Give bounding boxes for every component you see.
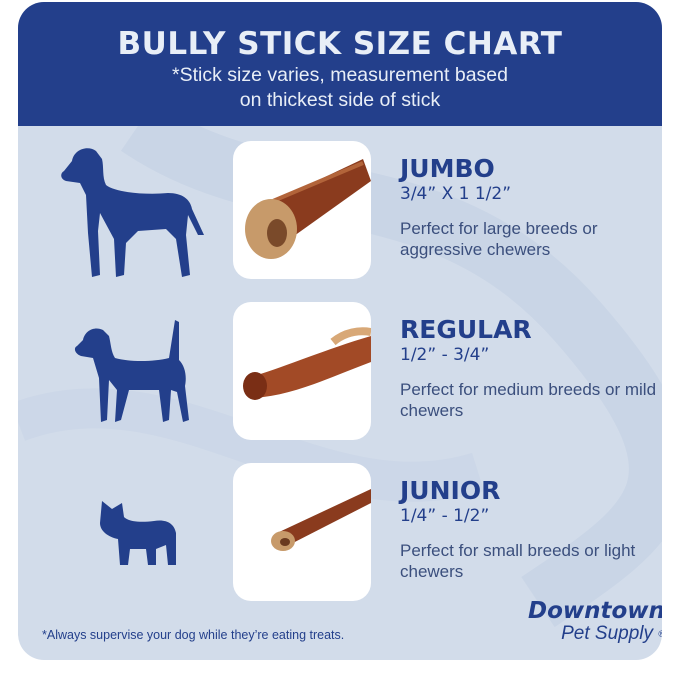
logo-line-1: Downtown <box>528 598 662 624</box>
small-dog-icon <box>100 501 176 565</box>
size-name: JUMBO <box>400 154 495 183</box>
chart-title: BULLY STICK SIZE CHART <box>117 26 563 62</box>
junior-stick-photo <box>233 463 371 601</box>
size-dimensions: 1/4” - 1/2” <box>400 506 490 526</box>
bully-stick-image <box>271 489 371 551</box>
large-dog-icon <box>61 148 204 277</box>
size-dimensions: 1/2” - 3/4” <box>400 345 490 365</box>
header-banner: BULLY STICK SIZE CHART *Stick size varie… <box>18 2 662 126</box>
size-description: Perfect for medium breeds or mild chewer… <box>400 380 657 420</box>
size-description: Perfect for small breeds or light chewer… <box>400 541 636 581</box>
size-chart-card: BULLY STICK SIZE CHART *Stick size varie… <box>18 2 662 660</box>
logo-line-2: Pet Supply <box>561 623 654 644</box>
registered-mark: ® <box>658 629 662 639</box>
subtitle-line-1: *Stick size varies, measurement based <box>172 64 508 86</box>
size-name: REGULAR <box>400 315 532 344</box>
supervision-note: *Always supervise your dog while they’re… <box>42 628 345 642</box>
size-row-jumbo: JUMBO 3/4” X 1 1/2” Perfect for large br… <box>18 141 662 281</box>
size-name: JUNIOR <box>400 476 501 505</box>
size-description: Perfect for large breeds or aggressive c… <box>400 219 598 259</box>
size-row-regular: REGULAR 1/2” - 3/4” Perfect for medium b… <box>18 302 662 442</box>
subtitle-line-2: on thickest side of stick <box>239 89 441 111</box>
medium-dog-icon <box>74 320 189 422</box>
size-row-junior: JUNIOR 1/4” - 1/2” Perfect for small bre… <box>18 463 662 603</box>
regular-stick-photo <box>233 302 371 440</box>
size-dimensions: 3/4” X 1 1/2” <box>400 184 512 204</box>
jumbo-stick-photo <box>233 141 371 279</box>
bully-stick-image <box>245 159 371 259</box>
bully-stick-image <box>243 327 371 400</box>
brand-logo: Downtown Pet Supply ® <box>528 599 662 644</box>
